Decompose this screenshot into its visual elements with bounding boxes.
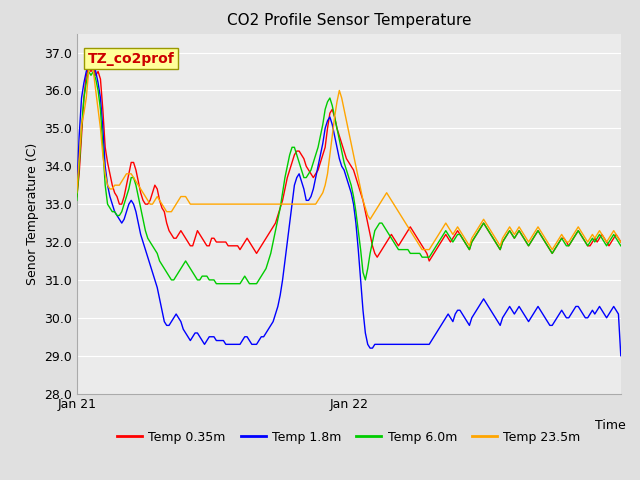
Y-axis label: Senor Temperature (C): Senor Temperature (C) — [26, 143, 38, 285]
Text: TZ_co2prof: TZ_co2prof — [88, 51, 175, 66]
Legend: Temp 0.35m, Temp 1.8m, Temp 6.0m, Temp 23.5m: Temp 0.35m, Temp 1.8m, Temp 6.0m, Temp 2… — [112, 426, 586, 448]
Title: CO2 Profile Sensor Temperature: CO2 Profile Sensor Temperature — [227, 13, 471, 28]
Text: Time: Time — [595, 419, 626, 432]
